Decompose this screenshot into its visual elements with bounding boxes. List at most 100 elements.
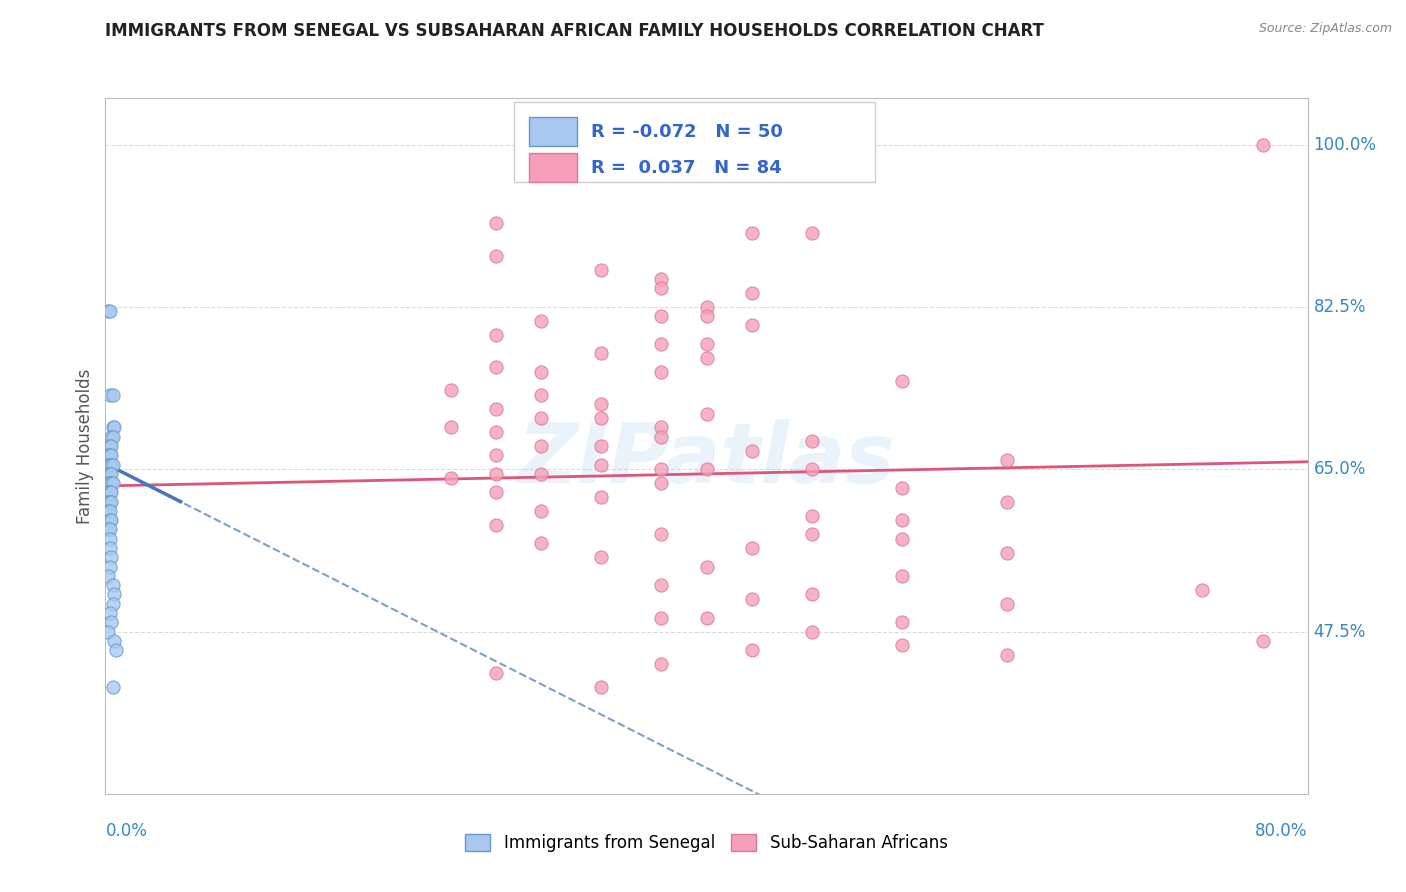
Point [485,467,508,481]
Point [98,541,121,555]
Point [101,578,124,592]
Point [995,648,1018,662]
Point [98,504,121,518]
Point [98,458,121,472]
Point [530,314,553,328]
Point [485,360,508,375]
Point [485,517,508,532]
Point [98,388,121,402]
Text: 65.0%: 65.0% [1313,460,1367,478]
Point [650,337,672,351]
Point [800,527,823,541]
Point [100,550,122,565]
Point [98,476,121,491]
Point [100,615,122,630]
Point [890,615,912,630]
Point [591,550,613,565]
Point [98,467,121,481]
Point [97,523,120,537]
Point [97,476,120,491]
Point [800,508,823,523]
Point [100,430,122,444]
Point [103,587,125,601]
Text: R = -0.072   N = 50: R = -0.072 N = 50 [591,122,783,141]
Point [485,485,508,500]
Point [650,420,672,434]
Point [591,458,613,472]
Point [591,411,613,425]
Point [98,304,121,318]
Point [1251,137,1274,152]
Point [103,633,125,648]
Point [100,476,122,491]
Point [530,504,553,518]
Point [800,434,823,449]
Point [890,374,912,388]
Point [995,453,1018,467]
Point [995,597,1018,611]
Point [104,643,127,657]
Point [890,569,912,583]
Point [485,448,508,462]
Point [440,420,463,434]
Point [741,443,763,458]
Point [591,262,613,277]
Point [530,411,553,425]
Point [591,346,613,360]
Point [97,458,120,472]
Point [530,365,553,379]
Point [100,467,122,481]
Text: ZIPatlas: ZIPatlas [517,419,896,500]
Point [97,624,120,639]
Point [100,513,122,527]
Point [995,546,1018,560]
Point [800,226,823,240]
Point [100,494,122,508]
Point [650,462,672,476]
Point [485,327,508,342]
Point [696,462,718,476]
Text: R =  0.037   N = 84: R = 0.037 N = 84 [591,159,782,177]
Point [97,304,120,318]
Point [440,384,463,398]
Point [741,643,763,657]
Point [530,467,553,481]
Point [995,494,1018,508]
Point [100,448,122,462]
Point [650,657,672,671]
Point [741,541,763,555]
Point [696,300,718,314]
Point [591,680,613,694]
Point [530,536,553,550]
Point [101,430,124,444]
Point [1251,633,1274,648]
Point [485,401,508,416]
Point [97,448,120,462]
Point [97,467,120,481]
Text: Source: ZipAtlas.com: Source: ZipAtlas.com [1258,22,1392,36]
Point [741,285,763,300]
Point [741,226,763,240]
Point [650,527,672,541]
Point [98,559,121,574]
Point [696,559,718,574]
Text: 80.0%: 80.0% [1256,822,1308,839]
Point [696,351,718,365]
Point [98,532,121,546]
Point [98,494,121,508]
Point [890,639,912,653]
Point [650,610,672,624]
Bar [529,153,576,182]
Point [696,407,718,421]
Point [97,569,120,583]
Point [98,439,121,453]
Point [485,249,508,263]
Point [1191,582,1213,597]
Point [800,462,823,476]
Text: 82.5%: 82.5% [1313,298,1367,316]
Point [100,458,122,472]
Point [650,430,672,444]
Text: 47.5%: 47.5% [1313,623,1367,640]
Point [101,597,124,611]
Point [440,471,463,485]
